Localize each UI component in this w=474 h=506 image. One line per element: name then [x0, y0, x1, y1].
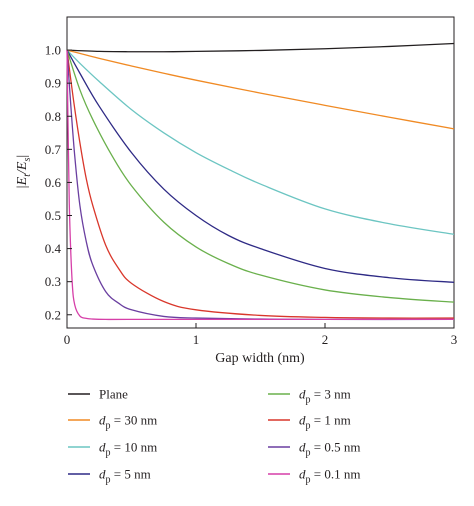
legend-label-sub: p: [306, 421, 311, 432]
series-line-2: [66, 49, 455, 236]
legend-label-var: d: [299, 467, 306, 482]
y-tick-label: 0.5: [45, 208, 61, 223]
legend-item: dp = 0.5 nm: [268, 440, 360, 459]
y-axis-title-prefix: |E: [15, 176, 30, 189]
series-line-0: [66, 42, 455, 53]
y-axis-ticks: 0.2 0.3 0.4 0.5 0.6 0.7 0.8 0.9 1.0: [45, 43, 72, 322]
legend-item: dp = 0.1 nm: [268, 467, 360, 486]
legend-label: dp = 5 nm: [99, 467, 151, 486]
y-axis-title-sub2: s: [22, 158, 33, 162]
x-tick-label: 3: [451, 332, 458, 347]
x-tick-label: 0: [64, 332, 71, 347]
plot-area: 0.2 0.3 0.4 0.5 0.6 0.7 0.8 0.9 1.0 0 1 2 3: [45, 16, 458, 347]
legend-label-sub: p: [306, 395, 311, 406]
y-tick-label: 0.2: [45, 307, 61, 322]
legend-label: dp = 0.1 nm: [299, 467, 360, 486]
legend-label-value: Plane: [99, 387, 128, 402]
legend-label: dp = 3 nm: [299, 387, 351, 406]
legend-label-sub: p: [106, 475, 111, 486]
legend-item: dp = 5 nm: [68, 467, 151, 486]
legend-label-value: = 1 nm: [311, 413, 351, 428]
legend-label-value: = 0.1 nm: [311, 467, 361, 482]
legend-item: dp = 3 nm: [268, 387, 351, 406]
legend-label-sub: p: [106, 421, 111, 432]
legend-label-sub: p: [306, 448, 311, 459]
legend-label: dp = 0.5 nm: [299, 440, 360, 459]
series-line-1: [66, 49, 455, 130]
y-tick-label: 0.6: [45, 175, 62, 190]
series-line-3: [66, 49, 455, 283]
x-axis-title: Gap width (nm): [215, 351, 305, 366]
series-group: [66, 42, 455, 321]
x-tick-label: 2: [322, 332, 329, 347]
plot-frame: [66, 16, 455, 329]
legend-label-var: d: [299, 440, 306, 455]
legend-label-var: d: [299, 387, 306, 402]
y-tick-label: 0.3: [45, 274, 61, 289]
legend-label-value: = 30 nm: [111, 413, 158, 428]
series-line-4: [66, 49, 455, 303]
y-axis-title-sub1: t: [22, 174, 33, 177]
series-line-5: [66, 50, 455, 319]
legend-label-var: d: [99, 440, 106, 455]
legend-label: Plane: [99, 387, 128, 402]
legend-label-var: d: [299, 413, 306, 428]
y-tick-label: 0.8: [45, 109, 61, 124]
legend-label-value: = 10 nm: [111, 440, 158, 455]
legend-label-value: = 0.5 nm: [311, 440, 361, 455]
legend-label-sub: p: [106, 448, 111, 459]
y-tick-label: 1.0: [45, 43, 61, 58]
legend-label: dp = 10 nm: [99, 440, 157, 459]
y-axis-title: |Et/Es|: [15, 155, 33, 189]
y-axis-title-mid: /E: [15, 161, 30, 175]
legend-item: dp = 10 nm: [68, 440, 157, 459]
legend-item: dp = 1 nm: [268, 413, 351, 432]
y-tick-label: 0.9: [45, 76, 61, 91]
legend-item: dp = 30 nm: [68, 413, 157, 432]
legend-label: dp = 30 nm: [99, 413, 157, 432]
legend-label-var: d: [99, 413, 106, 428]
legend-label-sub: p: [306, 475, 311, 486]
legend-label: dp = 1 nm: [299, 413, 351, 432]
y-tick-label: 0.4: [45, 241, 62, 256]
legend-item: Plane: [68, 387, 128, 402]
legend-label-var: d: [99, 467, 106, 482]
legend-label-value: = 3 nm: [311, 387, 351, 402]
legend-label-value: = 5 nm: [111, 467, 151, 482]
x-axis-ticks: 0 1 2 3: [64, 323, 458, 347]
x-tick-label: 1: [193, 332, 200, 347]
y-tick-label: 0.7: [45, 142, 62, 157]
y-axis-title-suffix: |: [15, 155, 30, 158]
